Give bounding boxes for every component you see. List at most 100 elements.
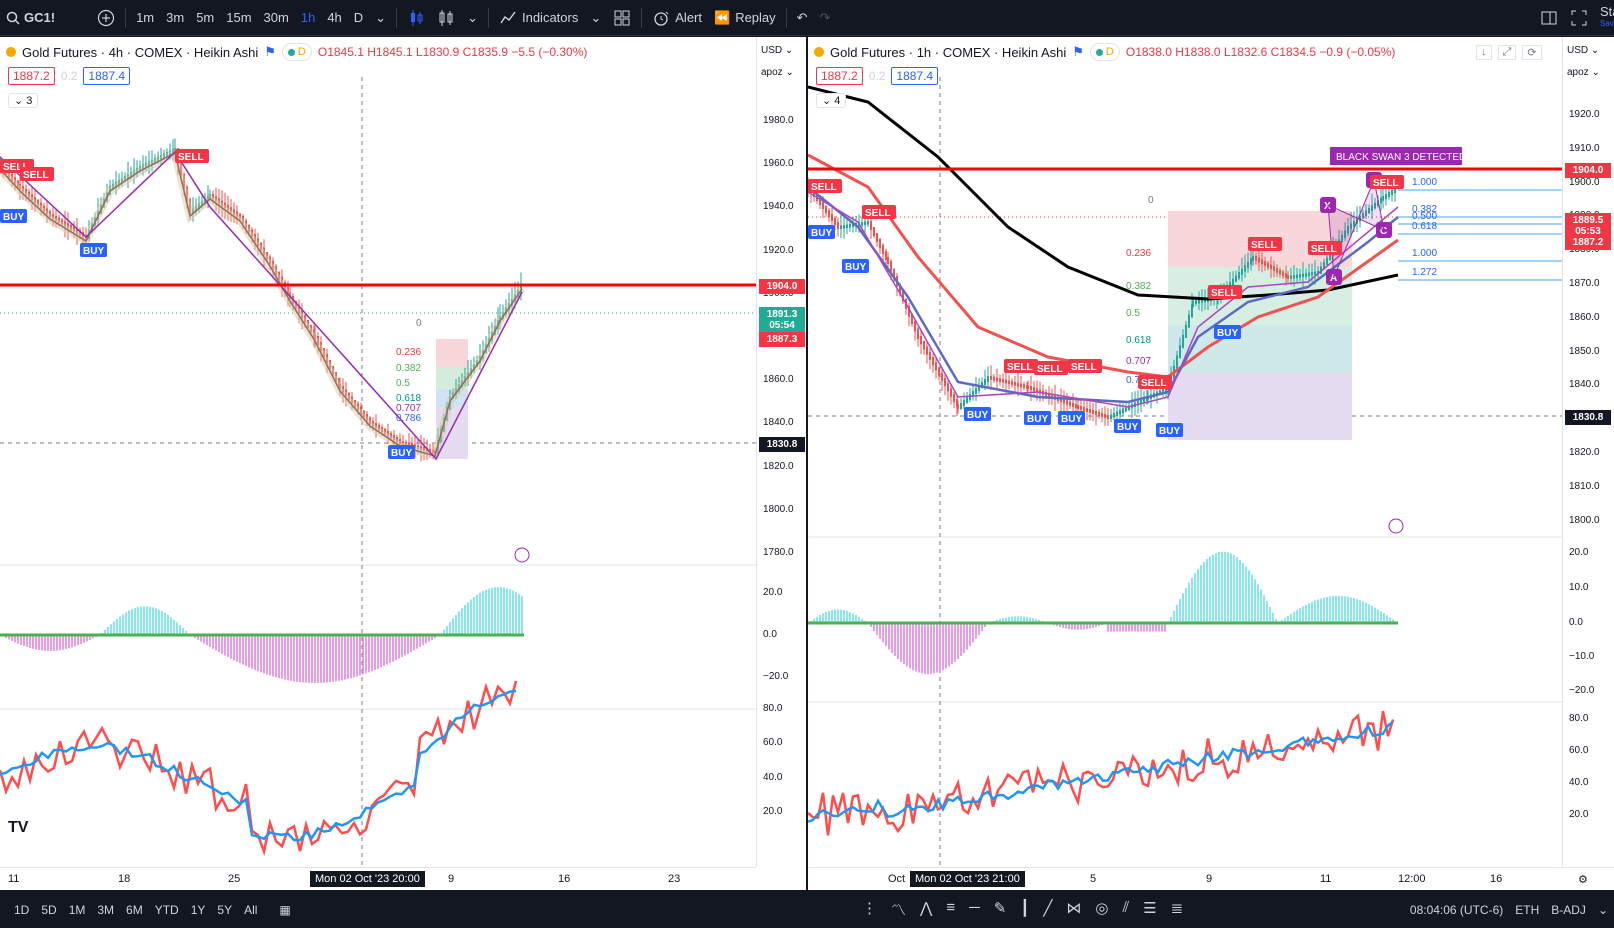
indicators-button[interactable]: Indicators [493, 0, 584, 36]
ask-chip[interactable]: 1887.4 [891, 67, 939, 85]
price-tick: 0.0 [763, 629, 777, 640]
candle-body [822, 202, 824, 209]
sync-icon[interactable]: ⟳ [1522, 45, 1542, 60]
chart-type-candles[interactable] [401, 0, 431, 36]
signal-label: SELL [811, 182, 837, 193]
fib-spiral-icon[interactable]: ◎ [1095, 900, 1109, 917]
menu-lines-icon[interactable]: ≣ [1170, 900, 1184, 917]
trend-line-icon[interactable]: ╱ [1043, 900, 1053, 917]
ma-10-line [808, 191, 1399, 408]
range-1y[interactable]: 1Y [190, 902, 206, 917]
price-tick: 1780.0 [763, 547, 794, 558]
drag-handle-icon[interactable]: ⋮ [862, 900, 877, 917]
candle-body [941, 372, 943, 381]
arrow-down-icon[interactable]: ↓ [1476, 45, 1492, 60]
scale-selector[interactable]: apoz ⌄ [761, 67, 794, 78]
candle-body [1033, 387, 1035, 392]
interval-4h[interactable]: 4h [327, 10, 342, 25]
replay-button[interactable]: ⏪ Replay [708, 0, 782, 36]
candle-body [972, 391, 974, 397]
pen-tool-icon[interactable]: ✎ [993, 900, 1007, 917]
price-tick: 1860.0 [763, 374, 794, 386]
abc-pattern-icon[interactable]: ⋀ [920, 900, 933, 917]
candle-body [1159, 390, 1161, 395]
adjustment-toggle[interactable]: B-ADJ [1551, 902, 1586, 917]
candle-body [887, 257, 889, 264]
chart-canvas-4h[interactable]: 00.2360.3820.50.6180.7070.786SELLSELLBUY… [0, 37, 756, 867]
currency-selector[interactable]: USD ⌄ [1567, 45, 1600, 56]
collapse-panel-icon[interactable]: ⌄ [1597, 902, 1608, 917]
parallel-channel-icon[interactable]: ⫽ [1122, 899, 1130, 916]
redo-button[interactable]: ↷ [814, 0, 837, 36]
save-button[interactable]: Sta Save [1594, 0, 1614, 36]
range-5d[interactable]: 5D [41, 902, 57, 917]
currency-label: USD [761, 45, 783, 56]
layout-button[interactable] [607, 0, 637, 36]
interval-5m[interactable]: 5m [196, 10, 215, 25]
fib-tool-icon[interactable]: ≡ [946, 899, 956, 916]
candle-body [1048, 393, 1050, 398]
price-axis[interactable]: USD ⌄ apoz ⌄ 1920.01910.01900.01890.0188… [1562, 37, 1614, 867]
candle-body [876, 233, 878, 242]
chevron-down-icon: ⌄ [375, 9, 387, 25]
candle-body [1063, 399, 1065, 404]
panel-toggle-button[interactable] [1534, 0, 1564, 36]
price-axis[interactable]: USD ⌄ apoz ⌄ 1980.0 1960.0 1940.0 1920.0 190… [756, 37, 806, 867]
date-range-icon[interactable]: ▦ [279, 902, 291, 917]
clock[interactable]: 08:04:06 (UTC-6) [1409, 902, 1504, 917]
range-1m[interactable]: 1M [68, 902, 86, 917]
interval-d[interactable]: D [353, 10, 364, 25]
candle-body [1311, 272, 1313, 276]
fullscreen-button[interactable] [1564, 0, 1594, 36]
interval-15m[interactable]: 15m [226, 10, 252, 25]
alert-button[interactable]: Alert [646, 0, 708, 36]
range-1d[interactable]: 1D [14, 902, 30, 917]
fib-zone [1168, 325, 1352, 373]
candle-body [993, 376, 995, 381]
chart-pane-1h[interactable]: 00.2360.3820.50.6180.7070.7861.0000.3820… [808, 37, 1614, 890]
settings-sliders-icon[interactable]: ☰ [1143, 900, 1157, 917]
scale-selector[interactable]: apoz ⌄ [1567, 67, 1600, 78]
settings-gear-icon[interactable]: ⚙ [1578, 874, 1588, 886]
range-all[interactable]: All [244, 902, 258, 917]
bid-chip[interactable]: 1887.2 [816, 67, 863, 85]
bars-pattern-icon[interactable]: ┃ [1020, 900, 1030, 917]
range-3m[interactable]: 3M [97, 902, 115, 917]
time-axis[interactable]: 11 18 25 Mon 02 Oct '23 20:00 9 16 23 [0, 867, 756, 890]
horizontal-ray-icon[interactable]: ─ [969, 899, 980, 916]
candle-body [1002, 379, 1004, 383]
maximize-icon[interactable]: ⤢ [1497, 45, 1517, 60]
xabcd-pattern-icon[interactable]: ⋈ [1066, 900, 1082, 917]
interval-3m[interactable]: 3m [166, 10, 185, 25]
time-axis[interactable]: Oct Mon 02 Oct '23 21:00 5 9 11 12:00 16… [808, 867, 1614, 890]
chart-type-bars[interactable] [431, 0, 461, 36]
chart-canvas-1h[interactable]: 00.2360.3820.50.6180.7070.7861.0000.3820… [808, 37, 1562, 867]
chart-type-dropdown[interactable]: ⌄ [461, 0, 484, 36]
indicators-dropdown[interactable]: ⌄ [584, 0, 607, 36]
range-6m[interactable]: 6M [126, 902, 143, 917]
ma-band [0, 147, 526, 461]
chart-pane-4h[interactable]: 0 0.236 0.382 0.5 0.618 0.707 0.786 SELL SELL BUY… [0, 37, 806, 890]
currency-selector[interactable]: USD ⌄ [761, 45, 794, 56]
interval-1m[interactable]: 1m [136, 10, 155, 25]
collapse-indicators-button[interactable]: ⌄ 4 [816, 93, 847, 108]
compare-button[interactable] [91, 0, 121, 36]
indicators-label: Indicators [521, 10, 579, 25]
range-ytd[interactable]: YTD [154, 902, 179, 917]
candle-body [1201, 299, 1203, 303]
candle-body [1344, 230, 1346, 238]
bid-chip[interactable]: 1887.2 [8, 67, 55, 85]
zigzag-tool-icon[interactable]: 〽 [891, 902, 907, 919]
candle-body [837, 222, 839, 229]
session-toggle[interactable]: ETH [1515, 902, 1540, 917]
range-5y[interactable]: 5Y [217, 902, 233, 917]
candle-body [1128, 405, 1130, 410]
symbol-search[interactable]: GC1! [0, 0, 61, 36]
interval-dropdown[interactable]: ⌄ [369, 0, 392, 36]
collapse-indicators-button[interactable]: ⌄ 3 [8, 93, 39, 108]
interval-30m[interactable]: 30m [263, 10, 289, 25]
undo-button[interactable]: ↶ [791, 0, 814, 36]
interval-1h[interactable]: 1h [300, 10, 316, 25]
ask-chip[interactable]: 1887.4 [83, 67, 131, 85]
moving-average [0, 151, 523, 457]
